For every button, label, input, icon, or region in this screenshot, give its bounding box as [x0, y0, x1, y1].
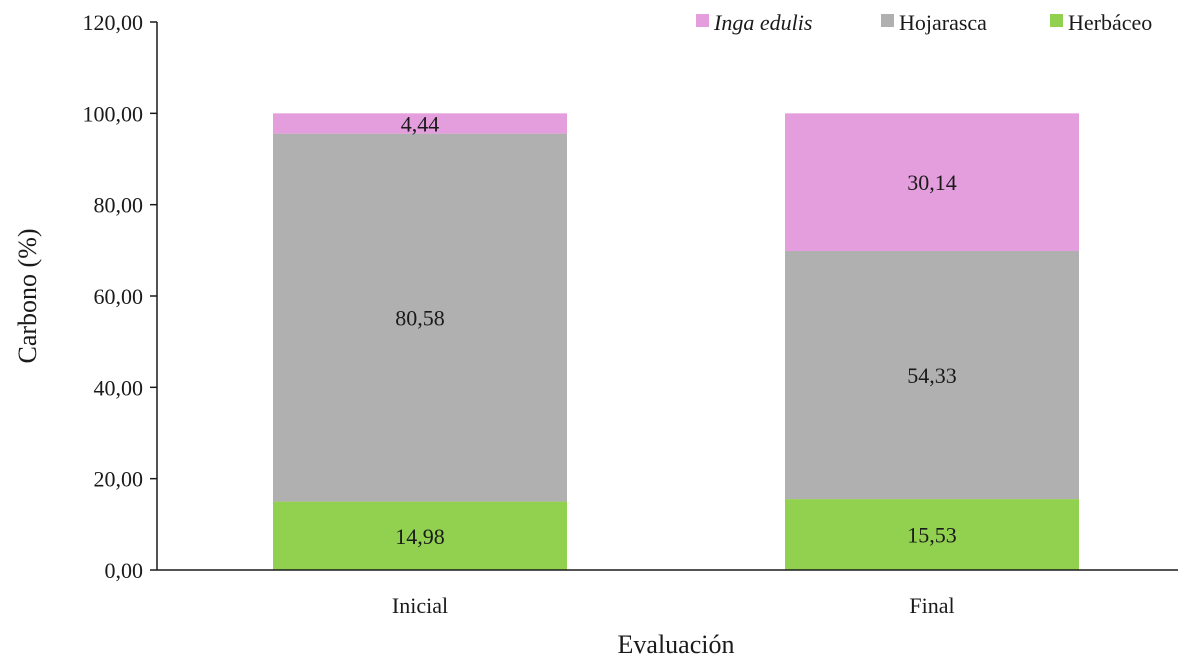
bar-segment-inicial-herbaceo — [273, 501, 567, 570]
bar-segment-final-herbaceo — [785, 499, 1079, 570]
bar-segment-final-hojarasca — [785, 250, 1079, 500]
bar-segment-final-inga-edulis — [785, 113, 1079, 251]
data-label-inicial-inga-edulis: 4,44 — [401, 111, 440, 136]
data-label-final-inga-edulis: 30,14 — [907, 170, 957, 195]
axes-layer: 0,00 20,00 40,00 60,00 80,00 100,00 120,00 Inic… — [83, 10, 1178, 618]
data-labels-layer: 14,98 80,58 4,44 15,53 54,33 30,14 — [395, 111, 957, 548]
y-tick-label: 40,00 — [94, 375, 144, 400]
legend-label-inga-edulis: Inga edulis — [713, 10, 812, 35]
legend-swatch-hojarasca — [881, 14, 894, 27]
y-tick-label: 80,00 — [94, 193, 144, 218]
data-label-inicial-hojarasca: 80,58 — [395, 306, 445, 331]
x-tick-label-inicial: Inicial — [392, 593, 448, 618]
y-tick-label: 100,00 — [83, 101, 144, 126]
data-label-final-hojarasca: 54,33 — [907, 363, 957, 388]
legend-swatch-inga-edulis — [696, 14, 709, 27]
legend-label-hojarasca: Hojarasca — [899, 10, 987, 35]
bar-segment-inicial-hojarasca — [273, 133, 567, 502]
data-label-final-herbaceo: 15,53 — [907, 523, 957, 548]
y-tick-label: 120,00 — [83, 10, 144, 35]
legend-label-herbaceo: Herbáceo — [1068, 10, 1152, 35]
legend-swatch-herbaceo — [1050, 14, 1063, 27]
bar-segment-inicial-inga-edulis — [273, 113, 567, 134]
legend: Inga edulis Hojarasca Herbáceo — [696, 10, 1152, 35]
y-axis-title: Carbono (%) — [13, 228, 42, 363]
bars-layer — [273, 113, 1079, 570]
y-tick-label: 60,00 — [94, 284, 144, 309]
data-label-inicial-herbaceo: 14,98 — [395, 524, 445, 549]
y-tick-label: 20,00 — [94, 467, 144, 492]
x-tick-label-final: Final — [909, 593, 954, 618]
x-axis-title: Evaluación — [618, 630, 735, 659]
y-tick-label: 0,00 — [105, 558, 144, 583]
